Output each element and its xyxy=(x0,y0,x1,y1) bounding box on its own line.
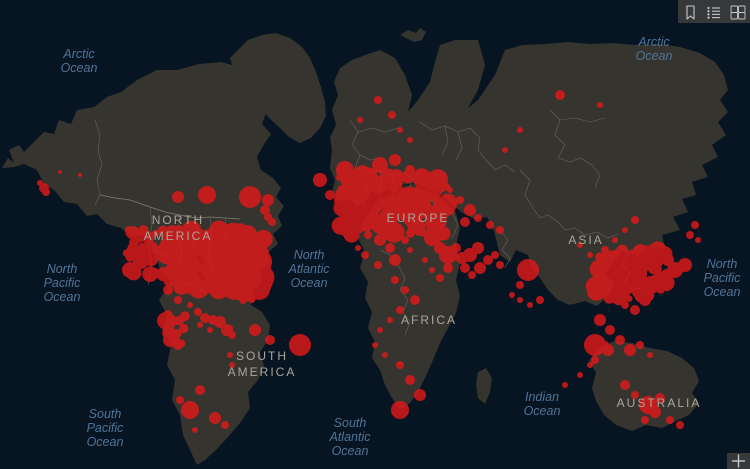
svg-text:Pacific: Pacific xyxy=(704,271,742,285)
svg-text:South: South xyxy=(89,407,122,421)
svg-text:AFRICA: AFRICA xyxy=(401,313,457,327)
svg-text:SOUTH: SOUTH xyxy=(236,349,288,363)
svg-text:NORTH: NORTH xyxy=(152,213,204,227)
svg-text:North: North xyxy=(47,262,78,276)
svg-text:South: South xyxy=(334,416,367,430)
svg-text:Pacific: Pacific xyxy=(44,276,82,290)
svg-text:Indian: Indian xyxy=(525,390,559,404)
svg-text:Ocean: Ocean xyxy=(704,285,741,299)
svg-text:Atlantic: Atlantic xyxy=(288,262,331,276)
svg-text:North: North xyxy=(707,257,738,271)
svg-text:Pacific: Pacific xyxy=(87,421,125,435)
svg-text:ASIA: ASIA xyxy=(568,233,603,247)
svg-text:North: North xyxy=(294,248,325,262)
svg-text:AUSTRALIA: AUSTRALIA xyxy=(617,396,702,410)
svg-text:AMERICA: AMERICA xyxy=(228,365,297,379)
svg-text:Ocean: Ocean xyxy=(291,276,328,290)
svg-text:Atlantic: Atlantic xyxy=(329,430,372,444)
svg-text:Ocean: Ocean xyxy=(332,444,369,458)
svg-text:Ocean: Ocean xyxy=(524,404,561,418)
svg-text:Arctic: Arctic xyxy=(637,35,670,49)
svg-text:Ocean: Ocean xyxy=(44,290,81,304)
svg-text:Ocean: Ocean xyxy=(87,435,124,449)
svg-text:Ocean: Ocean xyxy=(636,49,673,63)
svg-text:Ocean: Ocean xyxy=(61,61,98,75)
svg-text:EUROPE: EUROPE xyxy=(387,211,450,225)
svg-text:Arctic: Arctic xyxy=(62,47,95,61)
svg-text:AMERICA: AMERICA xyxy=(144,229,213,243)
